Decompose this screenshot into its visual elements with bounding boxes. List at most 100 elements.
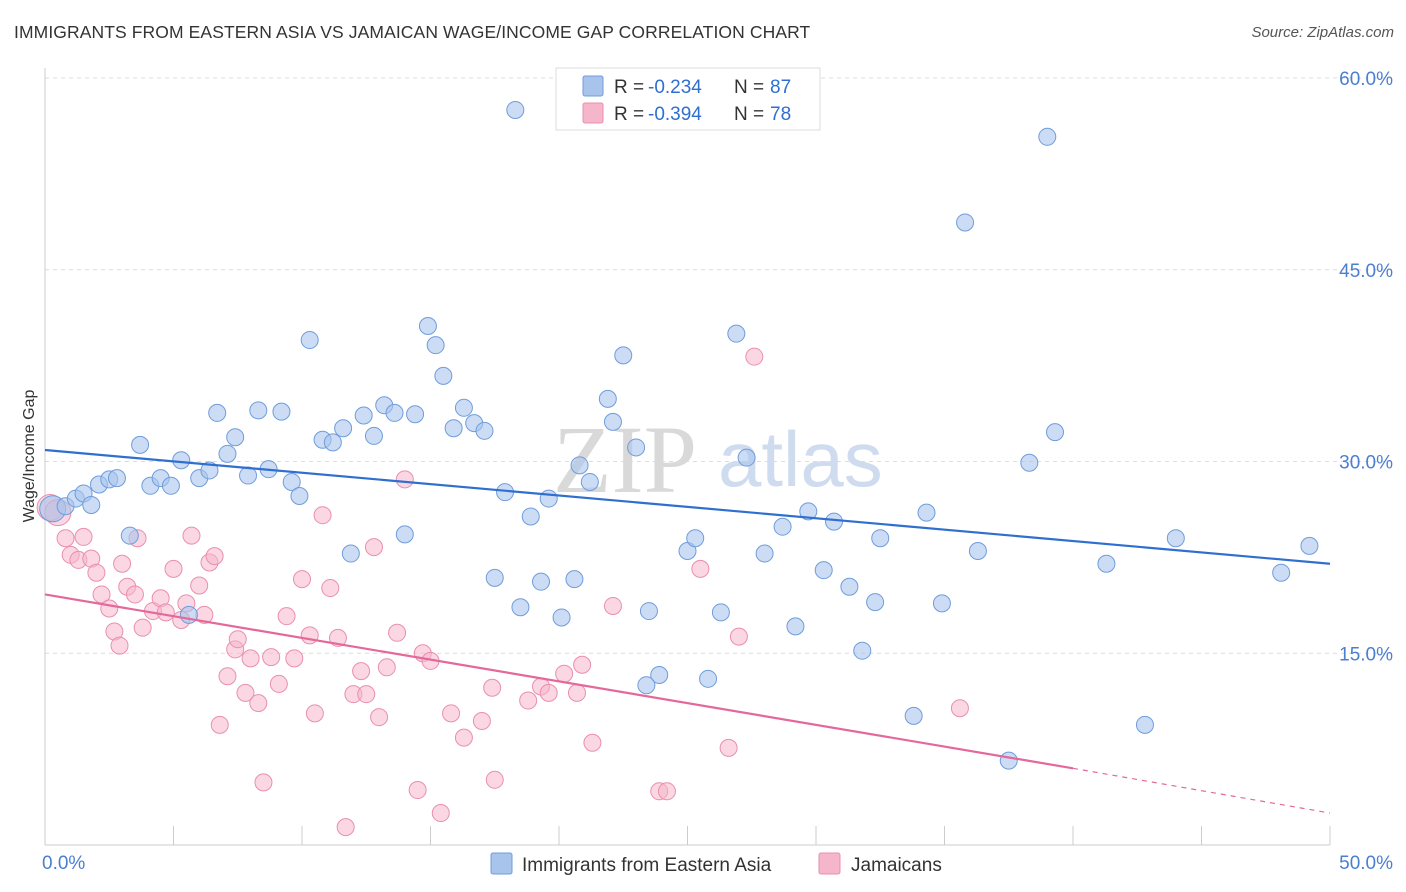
eastern-asia-point — [272, 402, 291, 421]
eastern-asia-point — [300, 331, 319, 350]
eastern-asia-point — [485, 568, 504, 587]
jamaicans-point — [236, 683, 255, 702]
legend-r-value-pink: -0.394 — [648, 104, 702, 125]
trend-line-eastern-asia — [44, 448, 1331, 565]
eastern-asia-point — [650, 665, 669, 684]
eastern-asia-point — [282, 472, 301, 491]
eastern-asia-point — [385, 403, 404, 422]
eastern-asia-point — [434, 366, 453, 385]
bottom-legend-label-pink: Jamaicans — [851, 855, 942, 876]
eastern-asia-point — [341, 544, 360, 563]
x-tick-label-start: 0.0% — [42, 853, 85, 874]
jamaicans-point — [74, 527, 93, 546]
jamaicans-point — [133, 618, 152, 637]
eastern-asia-point — [737, 448, 756, 467]
legend-n-value-blue: 87 — [770, 77, 791, 98]
legend-swatch-blue — [582, 75, 604, 97]
eastern-asia-point — [552, 608, 571, 627]
jamaicans-point — [555, 664, 574, 683]
eastern-asia-point — [727, 324, 746, 343]
eastern-asia-point — [773, 517, 792, 536]
eastern-asia-point — [1020, 453, 1039, 472]
eastern-asia-point — [354, 406, 373, 425]
eastern-asia-point — [454, 398, 473, 417]
jamaicans-point — [657, 782, 676, 801]
eastern-asia-point — [639, 602, 658, 621]
jamaicans-point — [125, 585, 144, 604]
y-tick-labels: 15.0% 30.0% 45.0% 60.0% — [1339, 69, 1393, 665]
eastern-asia-point — [131, 435, 150, 454]
jamaicans-point — [100, 599, 119, 618]
eastern-asia-point — [627, 438, 646, 457]
jamaicans-point — [519, 691, 538, 710]
eastern-asia-point — [521, 507, 540, 526]
axes — [44, 68, 1331, 846]
eastern-asia-point — [853, 641, 872, 660]
jamaicans-point — [218, 667, 237, 686]
eastern-asia-point — [968, 541, 987, 560]
eastern-asia-point — [824, 512, 843, 531]
jamaicans-point — [164, 559, 183, 578]
eastern-asia-point — [239, 466, 258, 485]
legend-n-label-blue: N = — [734, 77, 764, 98]
eastern-asia-point — [1097, 554, 1116, 573]
series-jamaicans — [36, 347, 969, 837]
jamaicans-point — [370, 708, 389, 727]
jamaicans-point — [583, 733, 602, 752]
jamaicans-point — [210, 715, 229, 734]
eastern-asia-point — [1046, 423, 1065, 442]
jamaicans-point — [336, 818, 355, 837]
eastern-asia-point — [208, 403, 227, 422]
jamaicans-point — [454, 728, 473, 747]
jamaicans-point — [182, 526, 201, 545]
legend-r-label-blue: R = — [614, 77, 644, 98]
eastern-asia-point — [161, 476, 180, 495]
eastern-asia-point — [866, 593, 885, 612]
jamaicans-point — [285, 649, 304, 668]
legend-top: R = -0.234 N = 87 R = -0.394 N = 78 — [555, 67, 821, 131]
jamaicans-point — [539, 683, 558, 702]
eastern-asia-point — [364, 426, 383, 445]
legend-n-label-pink: N = — [734, 104, 764, 125]
eastern-asia-point — [200, 461, 219, 480]
jamaicans-point — [431, 804, 450, 823]
bottom-legend-swatch-pink — [818, 852, 841, 875]
legend-r-label-pink: R = — [614, 104, 644, 125]
eastern-asia-point — [799, 502, 818, 521]
eastern-asia-point — [82, 495, 101, 514]
jamaicans-point — [472, 712, 491, 731]
jamaicans-point — [442, 704, 461, 723]
trend-line-jamaicans — [44, 593, 1074, 770]
eastern-asia-point — [475, 421, 494, 440]
eastern-asia-point — [218, 444, 237, 463]
eastern-asia-point — [871, 529, 890, 548]
jamaicans-point — [352, 662, 371, 681]
eastern-asia-point — [1300, 536, 1319, 555]
jamaicans-point — [313, 506, 332, 525]
chart-source: Source: ZipAtlas.com — [1251, 24, 1394, 41]
jamaicans-point — [357, 685, 376, 704]
jamaicans-point — [293, 570, 311, 589]
eastern-asia-point — [107, 469, 126, 488]
jamaicans-point — [254, 773, 273, 792]
eastern-asia-point — [814, 561, 833, 580]
eastern-asia-point — [444, 419, 463, 438]
eastern-asia-point — [598, 389, 617, 408]
eastern-asia-point — [426, 336, 445, 355]
jamaicans-point — [483, 678, 502, 697]
y-axis-label: Wage/Income Gap — [21, 390, 38, 523]
eastern-asia-point — [565, 570, 584, 589]
jamaicans-point — [56, 529, 75, 548]
legend-n-value-pink: 78 — [770, 104, 791, 125]
eastern-asia-point — [699, 669, 718, 688]
eastern-asia-point — [539, 489, 558, 508]
eastern-asia-point — [172, 451, 191, 470]
jamaicans-point — [228, 630, 247, 649]
y-tick-label: 45.0% — [1339, 261, 1393, 282]
jamaicans-point — [305, 704, 324, 723]
eastern-asia-point — [226, 428, 245, 447]
legend-swatch-pink — [582, 102, 604, 124]
y-tick-label: 30.0% — [1339, 453, 1393, 474]
eastern-asia-point — [1038, 127, 1057, 146]
